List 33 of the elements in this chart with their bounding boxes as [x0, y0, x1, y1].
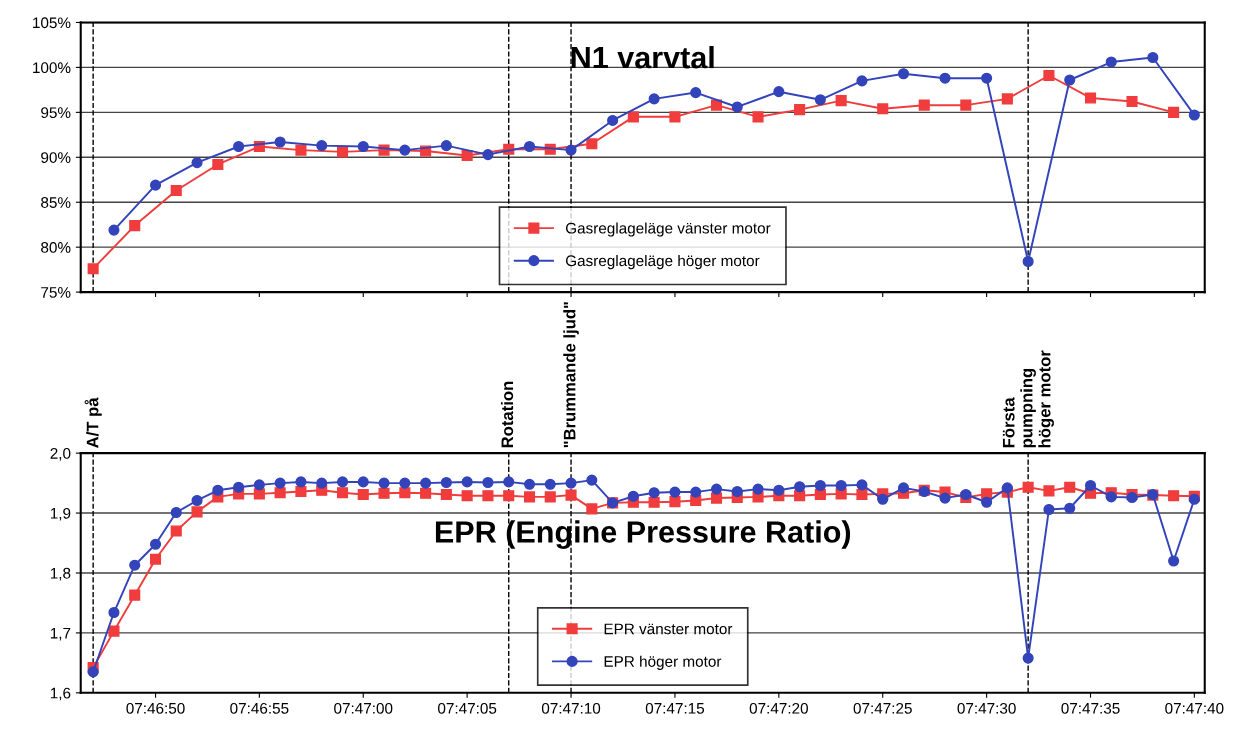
x-tick-label: 07:46:55 [230, 702, 289, 714]
y-tick-label: 85% [41, 197, 71, 208]
x-tick-label: 07:47:30 [957, 702, 1016, 714]
x-tick-label: 07:47:40 [1165, 702, 1224, 714]
text: EPR (Engine Pressure Ratio) [435, 520, 851, 549]
y-tick-label: 2,0 [50, 448, 71, 461]
y-tick-label: 100% [33, 62, 71, 74]
ref-line-label: Rotation [500, 381, 514, 448]
y-tick-label: 1,8 [50, 567, 71, 581]
y-tick-label: 90% [41, 152, 71, 163]
ref-line-label: Första pumpning höger motor [1002, 350, 1054, 448]
text: N1 varvtal [571, 45, 714, 69]
x-tick-label: 07:47:00 [334, 702, 393, 714]
legend-label: Gasreglageläge vänster motor [565, 222, 771, 237]
x-tick-label: 07:46:50 [126, 702, 185, 714]
y-tick-label: 1,6 [50, 687, 71, 701]
legend-label: Gasreglageläge höger motor [565, 254, 760, 270]
legend-label: EPR höger motor [604, 655, 722, 670]
ref-line-label: A/T på [84, 397, 102, 448]
x-tick-label: 07:47:15 [645, 702, 705, 714]
y-tick-label: 1,7 [50, 627, 71, 641]
x-tick-label: 07:47:25 [853, 702, 912, 714]
x-tick-label: 07:47:35 [1061, 702, 1120, 714]
x-tick-label: 07:47:10 [541, 702, 601, 714]
legend-label: EPR vänster motor [604, 623, 733, 635]
y-tick-label: 1,9 [50, 507, 71, 521]
y-tick-label: 105% [33, 17, 71, 29]
y-tick-label: 80% [41, 242, 71, 253]
x-tick-label: 07:47:05 [438, 702, 497, 714]
y-tick-label: 75% [41, 287, 71, 298]
y-tick-label: 95% [41, 107, 71, 119]
ref-line-label: "Brummande ljud" [563, 302, 579, 448]
x-tick-label: 07:47:20 [749, 702, 808, 714]
